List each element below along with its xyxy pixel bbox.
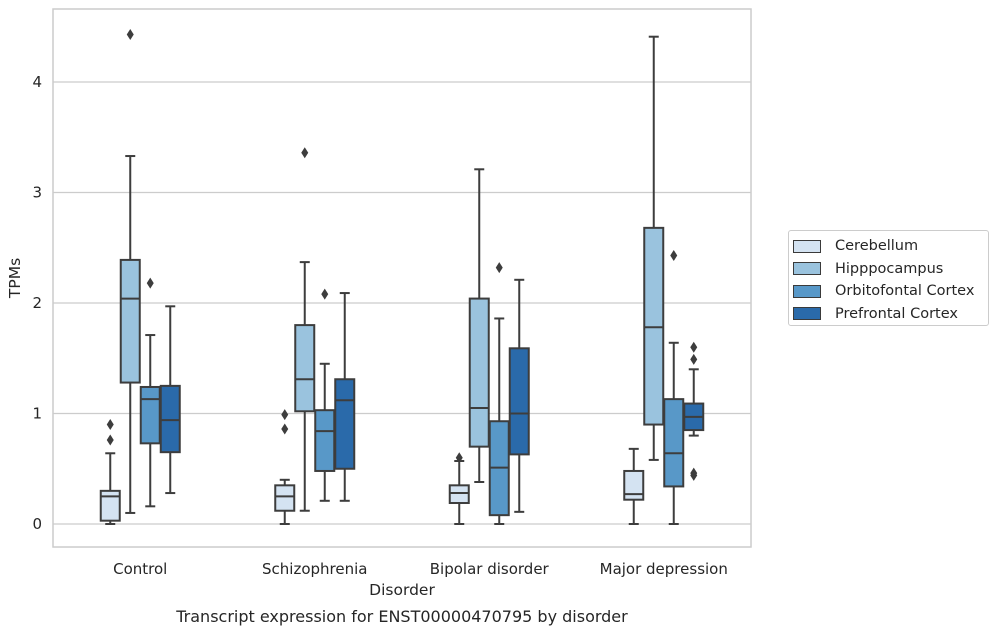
box-iqr: [119, 258, 141, 384]
y-tick-label: 2: [32, 294, 42, 312]
box-hipppocampus: [119, 28, 141, 514]
y-tick-label: 1: [32, 405, 42, 423]
box-cerebellum: [99, 419, 121, 525]
box-iqr: [448, 484, 470, 505]
x-tick-label: Major depression: [600, 560, 728, 578]
box-iqr: [643, 226, 665, 426]
x-tick-label: Schizophrenia: [262, 560, 367, 578]
boxes-layer: [99, 28, 705, 525]
outlier-point: [455, 452, 463, 464]
y-tick-label: 4: [32, 73, 42, 91]
box-orbitofontal-cortex: [663, 249, 685, 525]
box-cerebellum: [274, 409, 296, 525]
outlier-point: [301, 147, 309, 159]
box-iqr: [99, 489, 121, 522]
y-tick-label: 0: [32, 515, 42, 533]
box-iqr: [468, 297, 490, 448]
outlier-point: [106, 434, 114, 446]
box-prefrontal-cortex: [508, 278, 530, 513]
box-prefrontal-cortex: [334, 292, 356, 502]
box-iqr: [508, 347, 530, 456]
box-cerebellum: [623, 447, 645, 525]
legend-label: Prefrontal Cortex: [835, 305, 958, 322]
box-iqr: [334, 378, 356, 470]
figure-caption: Transcript expression for ENST0000047079…: [176, 607, 628, 626]
outlier-point: [690, 353, 698, 365]
box-hipppocampus: [468, 168, 490, 484]
outlier-point: [281, 409, 289, 421]
x-tick-label: Bipolar disorder: [430, 560, 550, 578]
box-prefrontal-cortex: [159, 305, 181, 495]
outlier-point: [495, 262, 503, 274]
box-iqr: [274, 484, 296, 512]
y-tick-label: 3: [32, 184, 42, 202]
x-axis-ticks: Control Schizophrenia Bipolar disorder Majo…: [113, 560, 728, 578]
legend-item: Prefrontal Cortex: [793, 303, 988, 326]
box-orbitofontal-cortex: [139, 277, 161, 508]
box-orbitofontal-cortex: [314, 288, 336, 502]
outlier-point: [690, 341, 698, 353]
box-iqr: [294, 324, 316, 413]
box-iqr: [159, 384, 181, 454]
legend-swatch: [793, 307, 821, 321]
outlier-point: [690, 467, 698, 479]
x-tick-label: Control: [113, 560, 167, 578]
box-iqr: [139, 385, 161, 445]
legend-item: Hipppocampus: [793, 258, 988, 281]
box-iqr: [623, 469, 645, 501]
x-axis-label: Disorder: [369, 581, 435, 599]
outlier-point: [321, 288, 329, 300]
legend-label: Hipppocampus: [835, 260, 944, 277]
outlier-point: [126, 28, 134, 40]
outlier-point: [106, 419, 114, 431]
outlier-point: [146, 277, 154, 289]
outlier-point: [281, 423, 289, 435]
box-hipppocampus: [294, 147, 316, 512]
box-orbitofontal-cortex: [488, 262, 510, 525]
legend-swatch: [793, 284, 821, 298]
legend: Cerebellum Hipppocampus Orbitofontal Corte…: [788, 230, 989, 326]
outlier-point: [670, 249, 678, 261]
box-iqr: [663, 398, 685, 488]
legend-item: Cerebellum: [793, 235, 988, 258]
box-iqr: [314, 409, 336, 472]
y-axis-ticks: 0 1 2 3 4: [32, 73, 42, 533]
legend-swatch: [793, 239, 821, 253]
legend-item: Orbitofontal Cortex: [793, 280, 988, 303]
y-axis-label: TPMs: [6, 258, 24, 299]
box-hipppocampus: [643, 35, 665, 461]
legend-label: Cerebellum: [835, 238, 919, 255]
box-cerebellum: [448, 452, 470, 525]
legend-swatch: [793, 262, 821, 276]
legend-label: Orbitofontal Cortex: [835, 283, 975, 300]
box-prefrontal-cortex: [683, 341, 705, 481]
